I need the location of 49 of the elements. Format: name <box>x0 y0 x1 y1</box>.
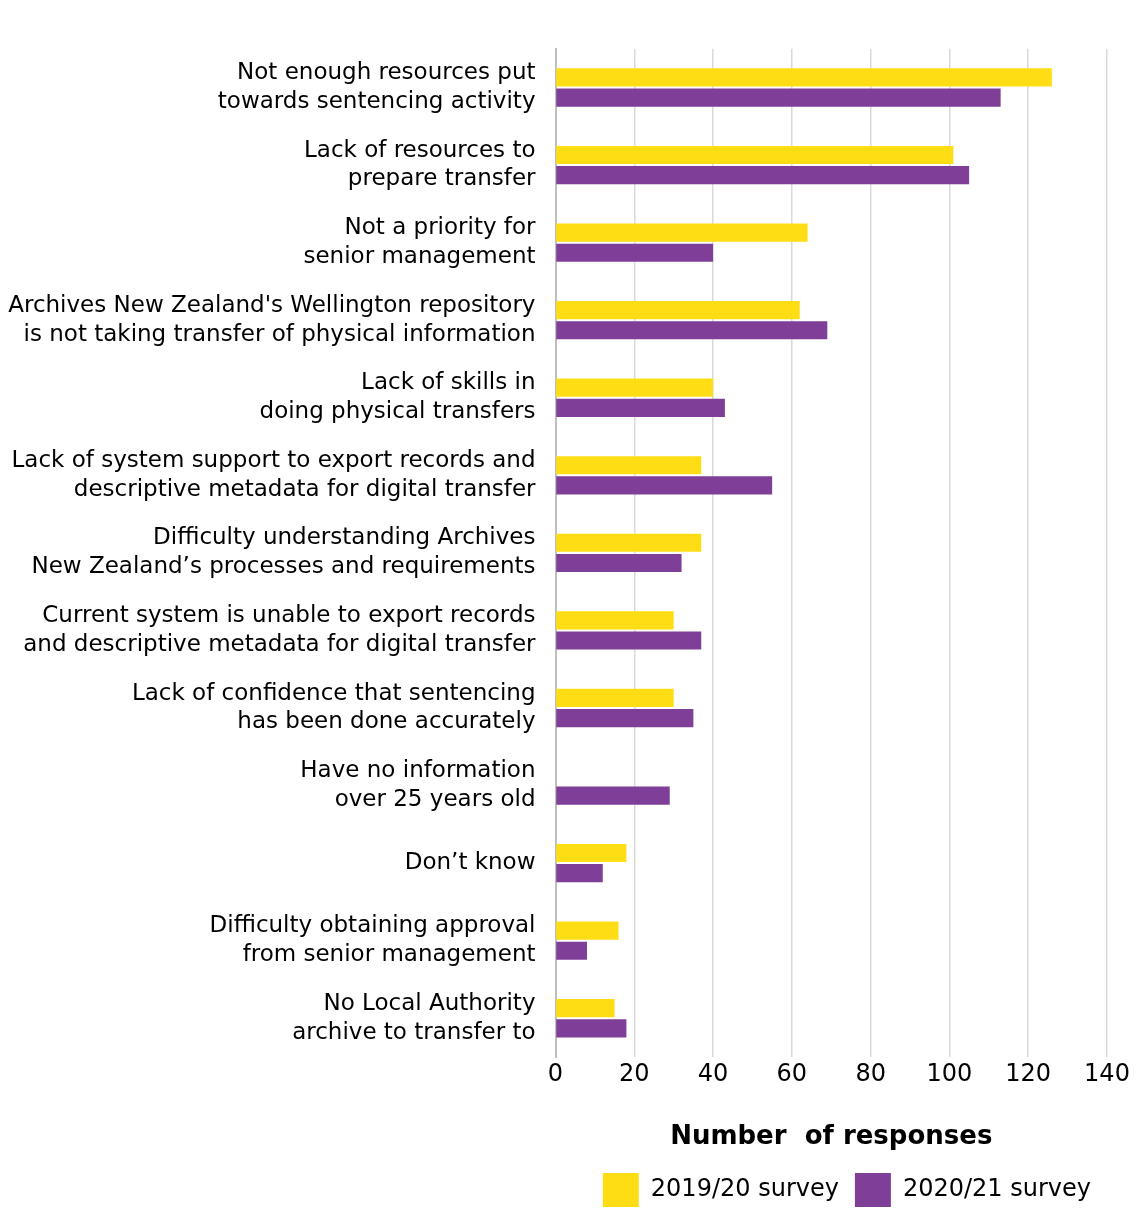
x-tick-label: 120 <box>1005 1058 1052 1087</box>
x-axis-title: Number of responses <box>670 1120 993 1151</box>
y-tick-label: Lack of resources to prepare transfer <box>303 135 537 191</box>
bar <box>556 533 702 552</box>
x-tick-label: 60 <box>776 1058 808 1087</box>
bar <box>556 1019 627 1038</box>
x-tick-label: 20 <box>619 1058 650 1087</box>
bar <box>556 688 674 707</box>
y-tick-label: Lack of confidence that sentencing has been done accurately <box>131 678 536 734</box>
bar <box>556 709 694 728</box>
bar <box>556 456 702 475</box>
bar <box>556 378 714 397</box>
x-tick-label: 0 <box>547 1058 564 1087</box>
bar <box>556 321 828 340</box>
bar <box>556 843 627 863</box>
y-tick-label: Difficulty obtaining approval from senior management <box>209 911 536 967</box>
y-tick-label: Don’t know <box>404 848 536 875</box>
bar <box>556 68 1052 87</box>
bar <box>556 941 588 960</box>
bar <box>556 553 682 573</box>
bar <box>556 166 970 185</box>
x-tick-label: 140 <box>1084 1058 1130 1087</box>
bar <box>556 243 714 262</box>
bar <box>556 864 603 883</box>
y-tick-label: Not enough resources put towards sentencing activity <box>217 58 536 113</box>
y-tick-label: Archives New Zealand's Wellington repository is not taking transfer of physical information <box>8 290 536 346</box>
y-tick-label: Not a priority for senior management <box>303 213 537 268</box>
x-tick-label: 100 <box>926 1058 973 1087</box>
y-tick-label: Difficulty understanding Archives New Zealand’s processes and requirements <box>31 523 536 579</box>
bar <box>556 223 808 242</box>
y-tick-label: Lack of system support to export records and descriptive metadata for digital transfer <box>11 445 537 501</box>
bar <box>556 301 800 320</box>
bar <box>556 88 1001 107</box>
y-tick-label: Lack of skills in doing physical transfers <box>259 368 536 424</box>
bar <box>556 476 773 495</box>
y-tick-label: Have no information over 25 years old <box>300 756 536 811</box>
bar <box>556 145 954 165</box>
bar <box>556 786 670 805</box>
y-tick-label: No Local Authority archive to transfer to <box>292 988 536 1044</box>
bar <box>556 999 615 1018</box>
bar <box>556 611 674 630</box>
y-tick-label: Current system is unable to export records and descriptive metadata for digital transfer <box>23 601 537 656</box>
x-tick-label: 80 <box>855 1058 886 1087</box>
legend-label: 2019/20 survey <box>650 1174 839 1203</box>
bar <box>556 921 619 940</box>
bar <box>556 631 702 650</box>
bar <box>556 398 725 417</box>
legend-label: 2020/21 survey <box>902 1174 1092 1203</box>
x-tick-label: 40 <box>697 1058 729 1087</box>
